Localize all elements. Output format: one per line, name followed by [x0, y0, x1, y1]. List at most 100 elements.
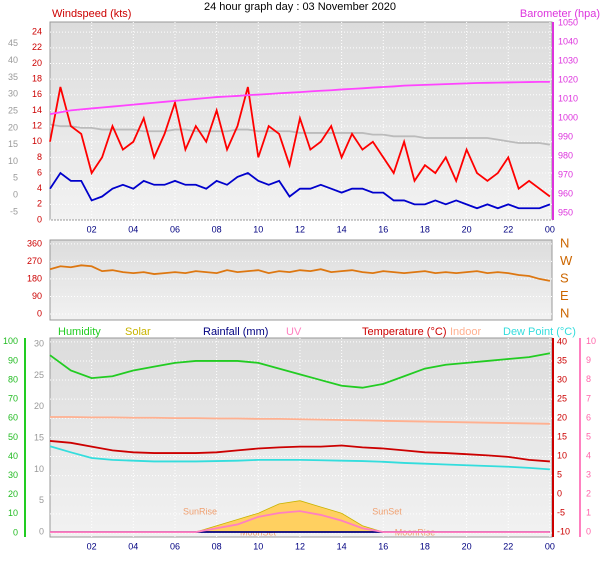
y2-tick-label: 25: [557, 394, 567, 404]
y-tick-label: 20: [32, 58, 42, 68]
x-tick-label: 20: [462, 224, 472, 234]
y2-tick-label: 5: [557, 469, 562, 479]
y3-tick-label: 10: [34, 464, 44, 474]
line: [49, 80, 550, 116]
y3-tick-label: 5: [39, 495, 44, 505]
x-tick-label: 16: [378, 224, 388, 234]
legend-label: Solar: [125, 326, 151, 338]
y3-tick-label: 10: [8, 156, 18, 166]
y4-tick-label: 6: [586, 412, 591, 422]
y-tick-label: 24: [32, 27, 42, 37]
y3-tick-label: 20: [34, 401, 44, 411]
line: [49, 352, 551, 389]
y4-tick-label: 2: [586, 488, 591, 498]
y-tick-label: 4: [37, 183, 42, 193]
annotation: SunRise: [183, 506, 217, 516]
y3-tick-label: 5: [13, 173, 18, 183]
y3-tick-label: -5: [10, 206, 18, 216]
chart-title: 24 hour graph day : 03 November 2020: [204, 1, 396, 13]
y-tick-label: 40: [8, 451, 18, 461]
y2-tick-label: 15: [557, 431, 567, 441]
y2-tick-label: 0: [557, 488, 562, 498]
x-tick-label: 16: [378, 541, 388, 551]
y-tick-label: 180: [27, 273, 42, 283]
y2-tick-label: W: [560, 253, 573, 268]
y4-tick-label: 10: [586, 336, 596, 346]
x-tick-label: 18: [420, 541, 430, 551]
y2-tick-label: 10: [557, 450, 567, 460]
line: [49, 440, 550, 463]
y2-tick-label: -10: [557, 526, 570, 536]
x-tick-label: 00: [545, 224, 555, 234]
y2-tick-label: -5: [557, 507, 565, 517]
y4-tick-label: 1: [586, 507, 591, 517]
x-tick-label: 14: [337, 224, 347, 234]
panel: [49, 239, 553, 321]
legend-label: Indoor: [450, 326, 482, 338]
y3-tick-label: 20: [8, 122, 18, 132]
y2-tick-label: 1010: [558, 93, 578, 103]
x-tick-label: 18: [420, 224, 430, 234]
x-tick-label: 12: [295, 224, 305, 234]
y-tick-label: 270: [27, 256, 42, 266]
y3-tick-label: 40: [8, 55, 18, 65]
y3-tick-label: 0: [39, 526, 44, 536]
y4-tick-label: 4: [586, 450, 591, 460]
y-tick-label: 70: [8, 394, 18, 404]
y2-tick-label: 20: [557, 413, 567, 423]
y-tick-label: 90: [8, 355, 18, 365]
panels: [24, 21, 581, 538]
y2-tick-label: 1020: [558, 74, 578, 84]
y3-tick-label: 30: [34, 339, 44, 349]
y-tick-label: 90: [32, 291, 42, 301]
y2-axis-title: Barometer (hpa): [520, 8, 600, 20]
legend-label: Dew Point (°C): [503, 326, 576, 338]
x-tick-label: 12: [295, 541, 305, 551]
x-tick-label: 04: [128, 541, 138, 551]
line: [49, 445, 550, 471]
x-tick-label: 10: [253, 541, 263, 551]
y-tick-label: 16: [32, 89, 42, 99]
line: [49, 171, 551, 210]
y4-tick-label: 8: [586, 374, 591, 384]
y-tick-label: 50: [8, 432, 18, 442]
y2-tick-label: 970: [558, 169, 573, 179]
y-tick-label: 2: [37, 199, 42, 209]
y4-tick-label: 5: [586, 431, 591, 441]
line: [50, 416, 550, 425]
y2-tick-label: 950: [558, 207, 573, 217]
y2-tick-label: 30: [557, 375, 567, 385]
y-tick-label: 80: [8, 374, 18, 384]
y-tick-label: 22: [32, 42, 42, 52]
legend-label: Humidity: [58, 326, 101, 338]
annotation: SunSet: [372, 506, 402, 516]
y2-tick-label: S: [560, 270, 569, 285]
y-tick-label: 10: [32, 136, 42, 146]
y2-tick-label: 1040: [558, 36, 578, 46]
x-tick-label: 06: [170, 541, 180, 551]
y3-tick-label: 25: [8, 105, 18, 115]
y2-tick-label: 990: [558, 131, 573, 141]
y2-tick-label: N: [560, 235, 569, 250]
x-tick-label: 04: [128, 224, 138, 234]
y2-tick-label: 1000: [558, 112, 578, 122]
y-tick-label: 360: [27, 238, 42, 248]
y3-tick-label: 0: [13, 189, 18, 199]
y-tick-label: 0: [13, 527, 18, 537]
y2-tick-label: 960: [558, 188, 573, 198]
y-tick-label: 6: [37, 167, 42, 177]
legend-label: Rainfall (mm): [203, 326, 268, 338]
y-tick-label: 10: [8, 508, 18, 518]
y-tick-label: 100: [3, 336, 18, 346]
x-tick-label: 06: [170, 224, 180, 234]
y2-tick-label: 980: [558, 150, 573, 160]
x-tick-label: 14: [337, 541, 347, 551]
y3-tick-label: 15: [8, 139, 18, 149]
y2-tick-label: 1050: [558, 17, 578, 27]
line: [50, 510, 550, 533]
y-tick-label: 20: [8, 489, 18, 499]
y4-tick-label: 9: [586, 355, 591, 365]
y4-tick-label: 7: [586, 393, 591, 403]
line: [49, 86, 551, 198]
